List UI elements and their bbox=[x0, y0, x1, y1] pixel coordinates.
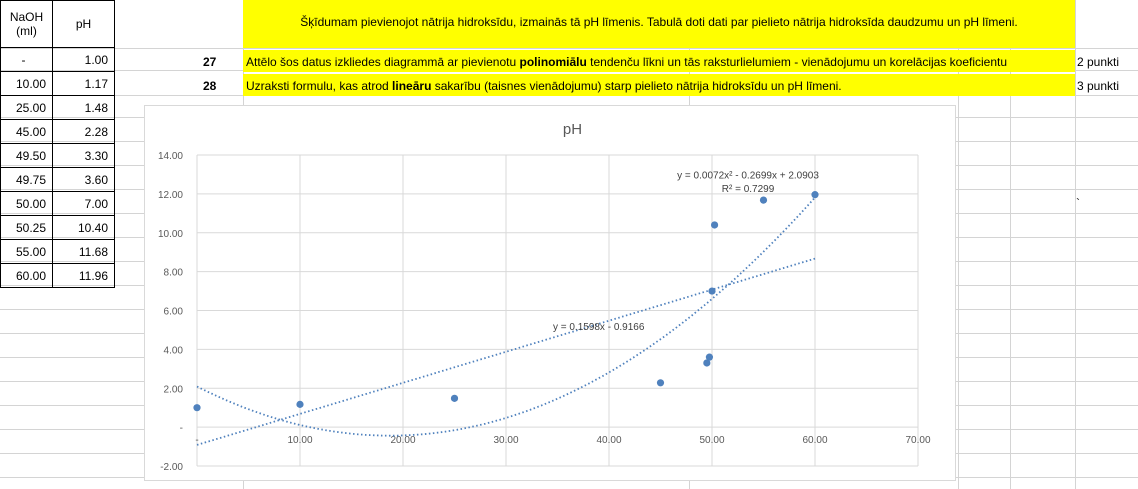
table-cell-ph[interactable]: 1.48 bbox=[53, 96, 115, 120]
x-tick-label: 40.00 bbox=[596, 435, 621, 446]
task-27-points[interactable]: 2 punkti bbox=[1077, 55, 1120, 69]
table-cell-ph[interactable]: 11.96 bbox=[53, 264, 115, 288]
task-27-text[interactable]: Attēlo šos datus izkliedes diagrammā ar … bbox=[246, 55, 1075, 69]
table-cell-naoh[interactable]: 50.25 bbox=[0, 216, 53, 240]
table-cell-ph[interactable]: 1.00 bbox=[53, 48, 115, 72]
poly-r2-label: R² = 0.7299 bbox=[722, 184, 775, 195]
y-tick-label: -2.00 bbox=[160, 462, 183, 473]
task-27-number[interactable]: 27 bbox=[203, 55, 217, 69]
table-cell-naoh[interactable]: 60.00 bbox=[0, 264, 53, 288]
table-cell-ph[interactable]: 7.00 bbox=[53, 192, 115, 216]
y-tick-label: 14.00 bbox=[158, 151, 183, 162]
table-cell-naoh[interactable]: 10.00 bbox=[0, 72, 53, 96]
table-cell-ph[interactable]: 3.60 bbox=[53, 168, 115, 192]
table-cell-naoh[interactable]: 49.75 bbox=[0, 168, 53, 192]
x-tick-label: 30.00 bbox=[493, 435, 518, 446]
table-cell-ph[interactable]: 10.40 bbox=[53, 216, 115, 240]
task-27-text-c: tendenču līkni un tās raksturlielumiem -… bbox=[586, 55, 1008, 69]
task-27-text-a: Attēlo šos datus izkliedes diagrammā ar … bbox=[246, 55, 520, 69]
x-tick-label: 50.00 bbox=[699, 435, 724, 446]
table-cell-naoh[interactable]: 25.00 bbox=[0, 96, 53, 120]
table-cell-naoh[interactable]: 55.00 bbox=[0, 240, 53, 264]
data-point bbox=[708, 287, 716, 295]
x-tick-label: 60.00 bbox=[802, 435, 827, 446]
x-tick-label: 10.00 bbox=[287, 435, 312, 446]
y-tick-label: 10.00 bbox=[158, 229, 183, 240]
data-point bbox=[759, 196, 768, 204]
table-cell-ph[interactable]: 1.17 bbox=[53, 72, 115, 96]
linear-equation-label: y = 0.1598x - 0.9166 bbox=[553, 322, 645, 333]
intro-text[interactable]: Šķīdumam pievienojot nātrija hidroksīdu,… bbox=[300, 15, 1018, 29]
data-point bbox=[656, 379, 665, 387]
table-cell-naoh[interactable]: 50.00 bbox=[0, 192, 53, 216]
task-27-text-bold: polinomiālu bbox=[519, 55, 587, 69]
y-tick-label: 4.00 bbox=[164, 345, 184, 356]
task-28-text-a: Uzraksti formulu, kas atrod bbox=[246, 79, 393, 93]
scatter-chart[interactable]: -2.00-2.00 4.00 6.00 8.00 10.00 12.00 14.00-10… bbox=[144, 105, 956, 481]
x-tick-label: 20.00 bbox=[390, 435, 415, 446]
data-point bbox=[450, 394, 459, 402]
y-tick-label: 6.00 bbox=[164, 307, 184, 318]
stray-mark: ` bbox=[1076, 196, 1080, 210]
table-cell-ph[interactable]: 3.30 bbox=[53, 144, 115, 168]
data-point bbox=[703, 359, 711, 367]
data-point bbox=[296, 400, 304, 408]
table-cell-naoh[interactable]: 45.00 bbox=[0, 120, 53, 144]
task-28-points[interactable]: 3 punkti bbox=[1077, 79, 1120, 93]
table-cell-naoh[interactable]: 49.50 bbox=[0, 144, 53, 168]
y-tick-label: 8.00 bbox=[164, 268, 184, 279]
y-tick-label: 2.00 bbox=[164, 384, 184, 395]
data-point bbox=[710, 221, 719, 229]
table-cell-ph[interactable]: 11.68 bbox=[53, 240, 115, 264]
y-tick-label: - bbox=[180, 423, 183, 434]
x-tick-label: 70.00 bbox=[905, 435, 930, 446]
task-28-text-c: sakarību (taisnes vienādojumu) starp pie… bbox=[431, 79, 842, 93]
table-cell-naoh[interactable]: - bbox=[0, 48, 53, 72]
chart-title: pH bbox=[563, 121, 582, 138]
header-naoh[interactable]: NaOH (ml) bbox=[0, 0, 53, 48]
task-28-number[interactable]: 28 bbox=[203, 79, 217, 93]
poly-equation-label: y = 0.0072x² - 0.2699x + 2.0903 bbox=[677, 170, 819, 181]
data-point bbox=[193, 404, 201, 412]
intro-highlight bbox=[243, 0, 1075, 48]
x-tick-label: - bbox=[195, 435, 198, 446]
task-27-highlight bbox=[243, 50, 1075, 72]
data-point bbox=[705, 353, 714, 361]
task-28-text-bold: lineāru bbox=[392, 79, 432, 93]
data-point bbox=[811, 191, 819, 199]
header-ph[interactable]: pH bbox=[53, 0, 115, 48]
task-28-text[interactable]: Uzraksti formulu, kas atrod lineāru saka… bbox=[246, 79, 1075, 93]
y-tick-label: 12.00 bbox=[158, 190, 183, 201]
table-cell-ph[interactable]: 2.28 bbox=[53, 120, 115, 144]
task-28-highlight bbox=[243, 74, 1075, 96]
